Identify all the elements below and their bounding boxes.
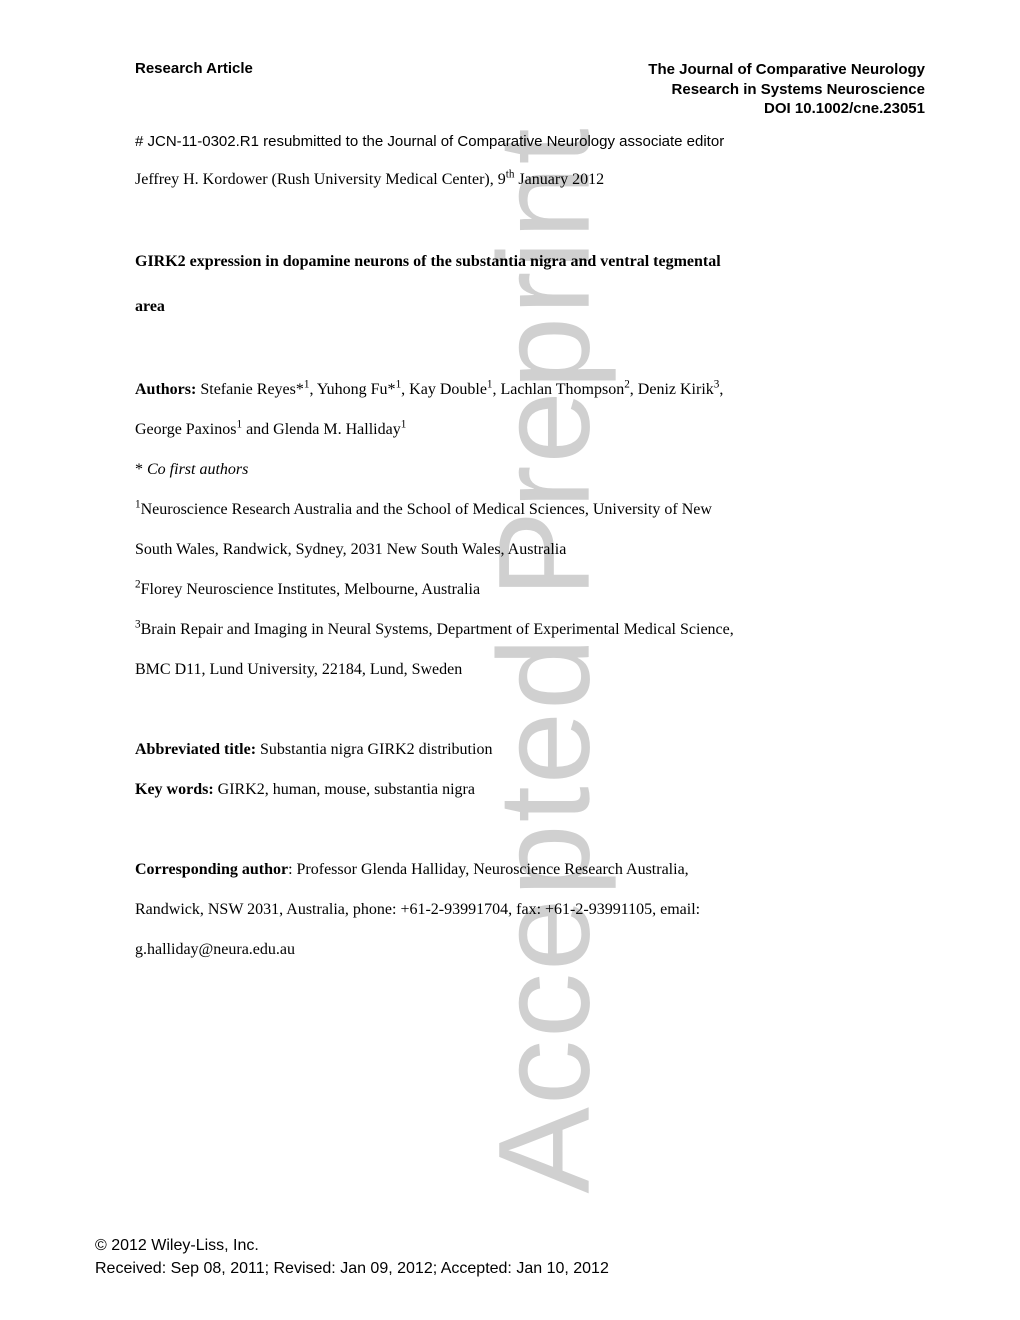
keywords: Key words: GIRK2, human, mouse, substant… xyxy=(135,770,925,810)
submission-id: # JCN-11-0302.R1 resubmitted to the Jour… xyxy=(135,123,925,161)
doi: DOI 10.1002/cne.23051 xyxy=(648,99,925,119)
authors-label: Authors: xyxy=(135,381,196,398)
article-title: GIRK2 expression in dopamine neurons of … xyxy=(135,240,925,330)
corresponding-line3: g.halliday@neura.edu.au xyxy=(135,930,925,970)
aff3-line1: Brain Repair and Imaging in Neural Syste… xyxy=(141,621,734,638)
author5: , Deniz Kirik xyxy=(630,381,714,398)
main-content: # JCN-11-0302.R1 resubmitted to the Jour… xyxy=(135,123,925,970)
copyright: © 2012 Wiley-Liss, Inc. xyxy=(95,1235,609,1257)
page-container: Research Article The Journal of Comparat… xyxy=(0,0,1020,1320)
author5-comma: , xyxy=(719,381,723,398)
author3: , Kay Double xyxy=(401,381,487,398)
corresponding-label: Corresponding author xyxy=(135,861,288,878)
affiliation3: 3Brain Repair and Imaging in Neural Syst… xyxy=(135,610,925,650)
author6: George Paxinos xyxy=(135,421,236,438)
corresponding-text1: : Professor Glenda Halliday, Neuroscienc… xyxy=(288,861,689,878)
author7: and Glenda M. Halliday xyxy=(242,421,401,438)
page-footer: © 2012 Wiley-Liss, Inc. Received: Sep 08… xyxy=(95,1235,609,1280)
aff1-line2: South Wales, Randwick, Sydney, 2031 New … xyxy=(135,530,925,570)
keywords-label: Key words: xyxy=(135,781,214,798)
aff1-line1: Neuroscience Research Australia and the … xyxy=(141,501,712,518)
keywords-text: GIRK2, human, mouse, substantia nigra xyxy=(214,781,475,798)
editor-name: Jeffrey H. Kordower (Rush University Med… xyxy=(135,171,506,188)
journal-name-line1: The Journal of Comparative Neurology xyxy=(648,60,925,80)
editor-line: Jeffrey H. Kordower (Rush University Med… xyxy=(135,160,925,200)
page-header: Research Article The Journal of Comparat… xyxy=(135,60,925,119)
corresponding-author: Corresponding author: Professor Glenda H… xyxy=(135,850,925,970)
author2: , Yuhong Fu* xyxy=(309,381,395,398)
journal-name-line2: Research in Systems Neuroscience xyxy=(648,80,925,100)
affiliation1: 1Neuroscience Research Australia and the… xyxy=(135,490,925,530)
dates: Received: Sep 08, 2011; Revised: Jan 09,… xyxy=(95,1258,609,1280)
corresponding-line1: Corresponding author: Professor Glenda H… xyxy=(135,850,925,890)
abbrev-label: Abbreviated title: xyxy=(135,741,256,758)
abbrev-text: Substantia nigra GIRK2 distribution xyxy=(256,741,492,758)
author4: , Lachlan Thompson xyxy=(493,381,625,398)
aff2-text: Florey Neuroscience Institutes, Melbourn… xyxy=(141,581,480,598)
abbreviated-title: Abbreviated title: Substantia nigra GIRK… xyxy=(135,730,925,770)
authors-block: Authors: Stefanie Reyes*1, Yuhong Fu*1, … xyxy=(135,370,925,450)
affiliation2: 2Florey Neuroscience Institutes, Melbour… xyxy=(135,570,925,610)
journal-info: The Journal of Comparative Neurology Res… xyxy=(648,60,925,119)
author1: Stefanie Reyes* xyxy=(196,381,304,398)
title-line2: area xyxy=(135,285,925,330)
editor-date: January 2012 xyxy=(514,171,604,188)
title-line1: GIRK2 expression in dopamine neurons of … xyxy=(135,240,925,285)
article-type: Research Article xyxy=(135,60,253,77)
cofirst-authors: * Co first authors xyxy=(135,450,925,490)
cofirst-asterisk: * xyxy=(135,461,147,478)
corresponding-line2: Randwick, NSW 2031, Australia, phone: +6… xyxy=(135,890,925,930)
author7-sup: 1 xyxy=(401,418,407,430)
authors-line2: George Paxinos1 and Glenda M. Halliday1 xyxy=(135,410,925,450)
authors-line1: Authors: Stefanie Reyes*1, Yuhong Fu*1, … xyxy=(135,370,925,410)
aff3-line2: BMC D11, Lund University, 22184, Lund, S… xyxy=(135,650,925,690)
cofirst-text: Co first authors xyxy=(147,461,248,478)
